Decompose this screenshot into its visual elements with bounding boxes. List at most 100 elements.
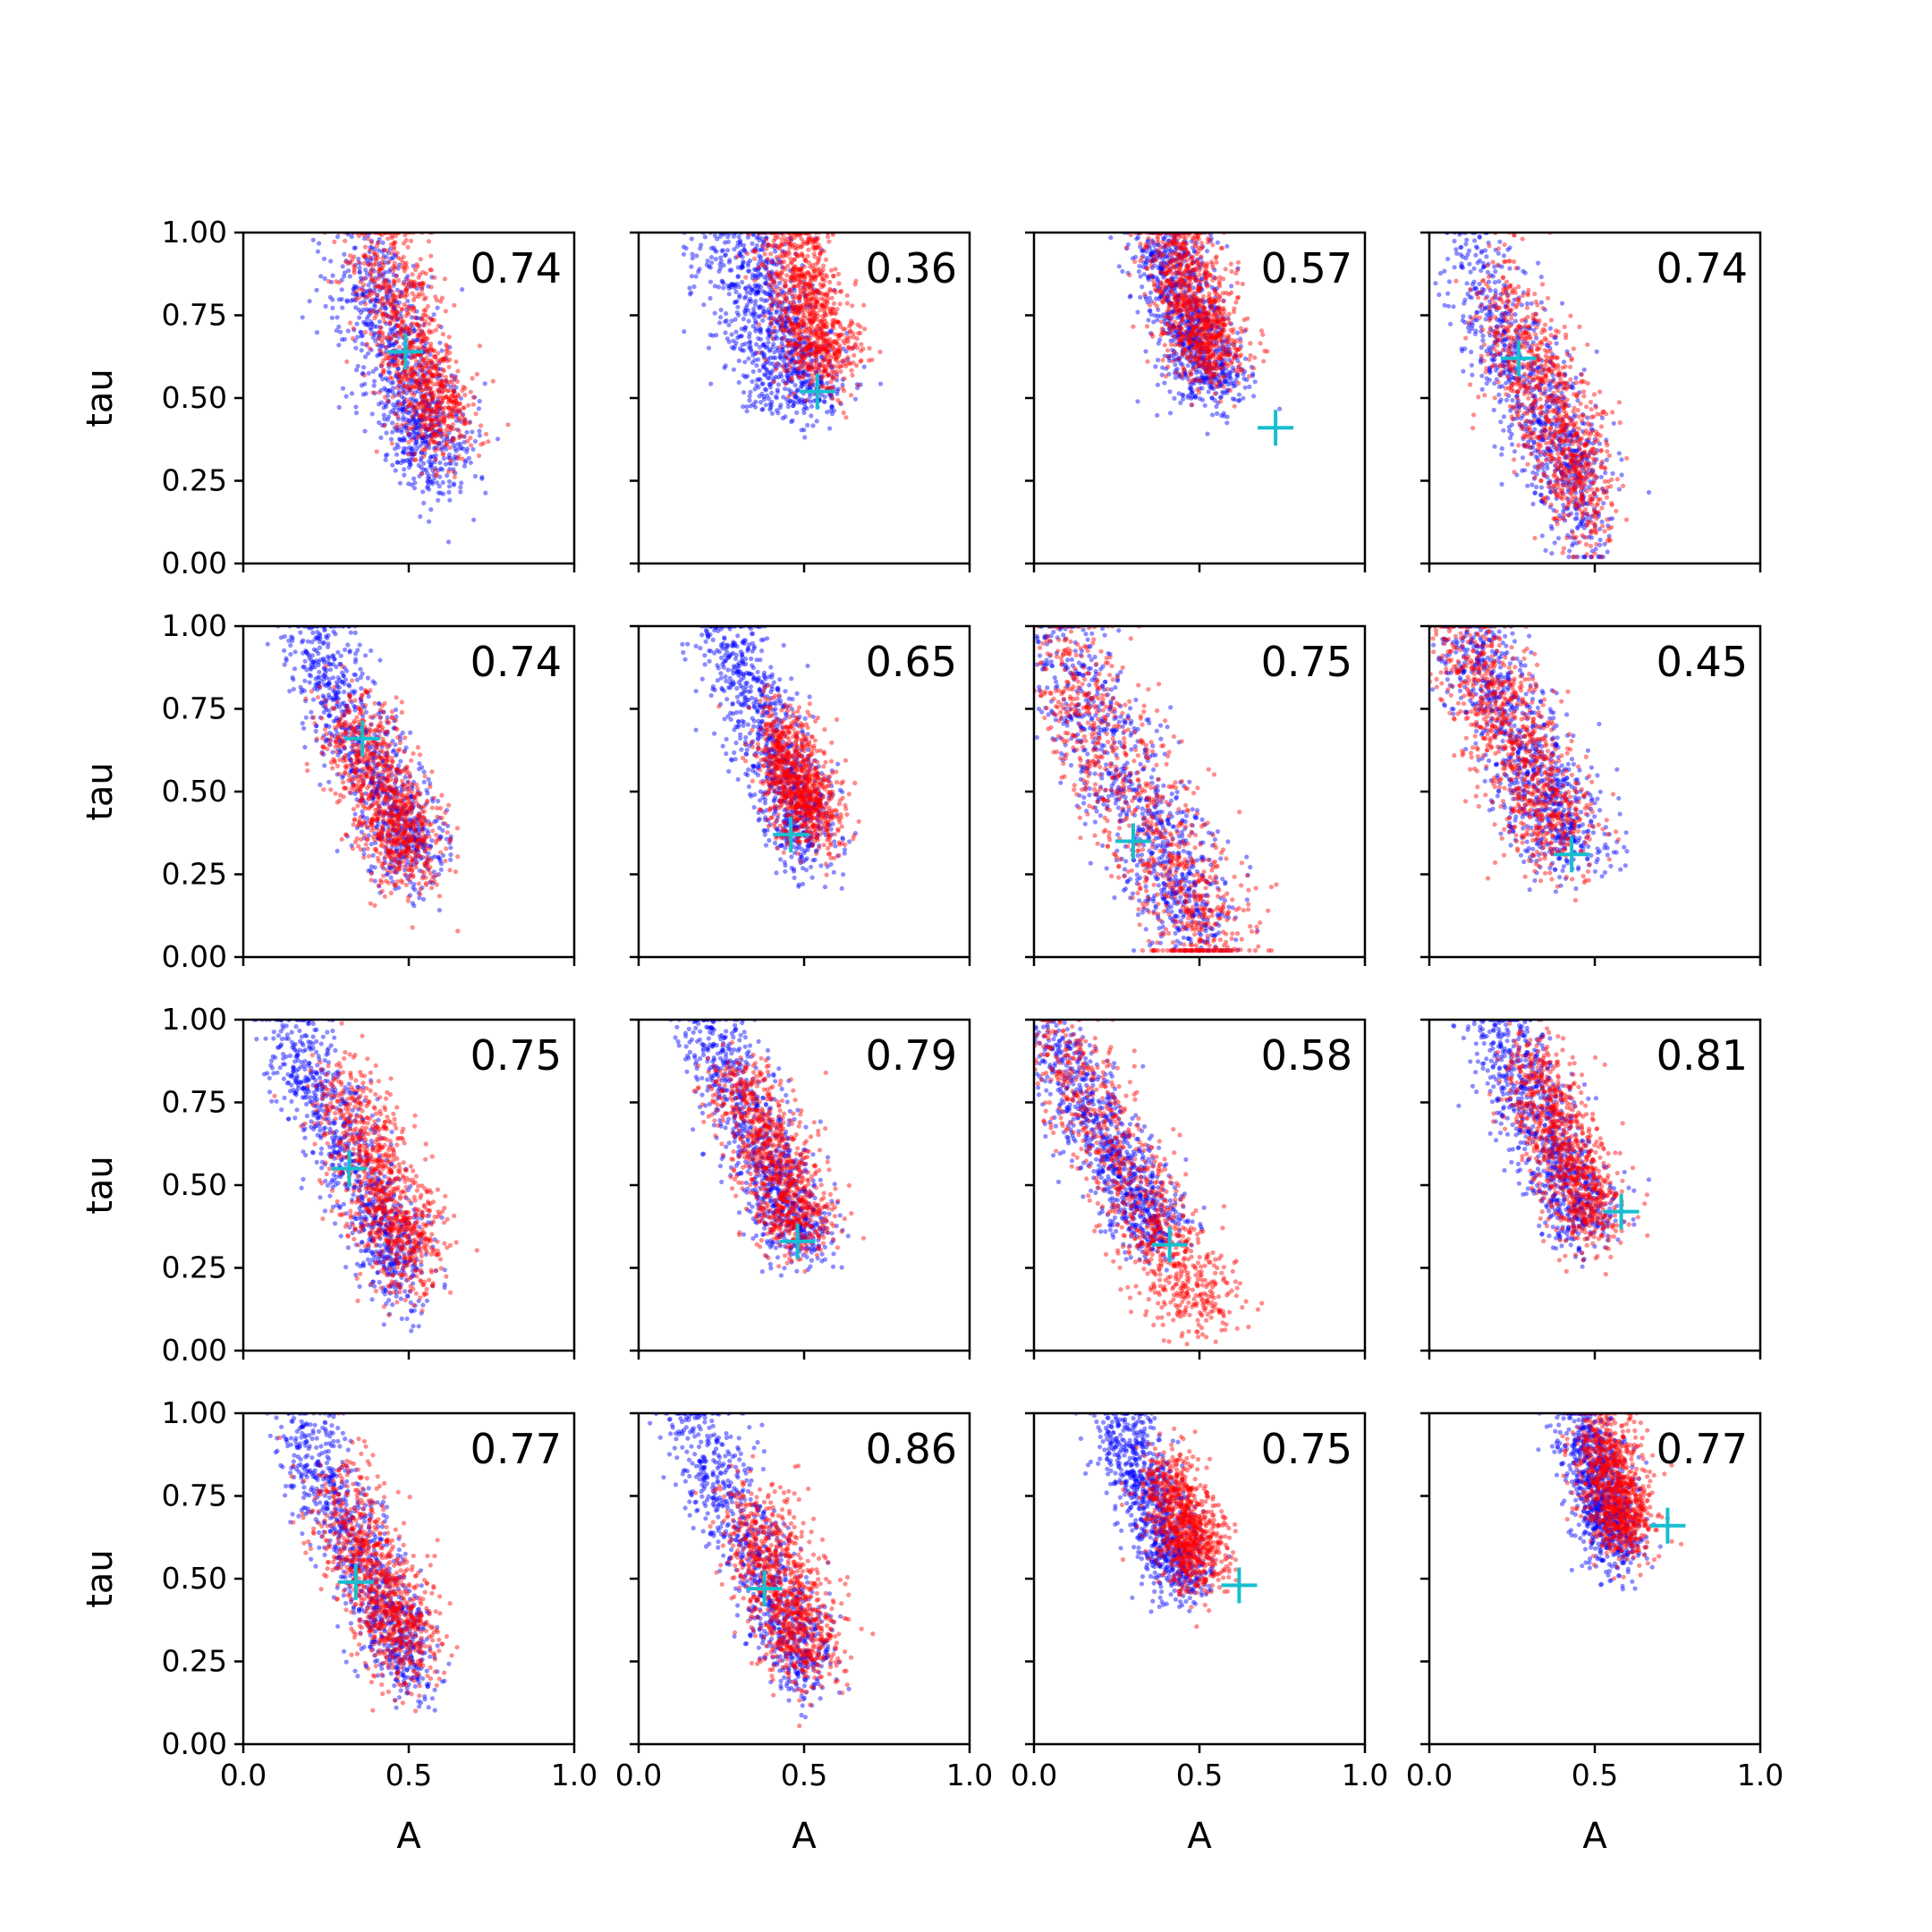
scatter-point <box>426 407 431 412</box>
scatter-point <box>738 240 743 245</box>
scatter-point <box>397 290 402 295</box>
scatter-point <box>785 263 791 268</box>
scatter-point <box>389 441 394 446</box>
scatter-point <box>789 291 794 296</box>
scatter-point <box>1168 248 1174 253</box>
scatter-point <box>1146 277 1151 283</box>
scatter-point <box>1198 285 1203 291</box>
scatter-point <box>797 299 802 304</box>
scatter-point <box>801 273 807 278</box>
scatter-point <box>436 402 441 409</box>
scatter-point <box>456 416 462 421</box>
scatter-point <box>1189 341 1194 346</box>
scatter-point <box>810 308 817 313</box>
scatter-point <box>751 315 757 320</box>
scatter-point <box>806 367 811 373</box>
scatter-point <box>380 271 386 276</box>
scatter-point <box>417 323 422 328</box>
scatter-point <box>1156 357 1161 363</box>
scatter-point <box>796 273 801 278</box>
scatter-point <box>814 332 819 337</box>
scatter-point <box>352 290 358 295</box>
scatter-point <box>823 340 829 345</box>
scatter-point <box>1233 352 1239 358</box>
scatter-point <box>791 284 796 289</box>
scatter-point <box>352 284 358 290</box>
scatter-point <box>1209 366 1215 371</box>
scatter-point <box>428 391 434 396</box>
scatter-point <box>418 443 423 448</box>
scatter-point <box>809 347 815 352</box>
scatter-point <box>785 400 791 406</box>
scatter-point <box>403 237 409 243</box>
scatter-point <box>1169 316 1174 321</box>
scatter-point <box>421 308 427 313</box>
scatter-point <box>415 445 420 451</box>
scatter-point <box>449 405 454 411</box>
scatter-point <box>1220 369 1225 375</box>
scatter-point <box>392 363 398 369</box>
scatter-point <box>816 368 821 373</box>
scatter-point <box>425 371 430 377</box>
scatter-point <box>433 366 438 371</box>
scatter-point <box>1192 360 1198 365</box>
scatter-point <box>831 408 837 413</box>
scatter-point <box>809 341 814 346</box>
scatter-point <box>792 257 797 262</box>
scatter-point <box>408 368 413 373</box>
scatter-point <box>1162 288 1167 293</box>
scatter-point <box>1164 366 1169 371</box>
scatter-point <box>688 292 693 297</box>
scatter-point <box>414 384 419 389</box>
scatter-point <box>790 276 796 282</box>
scatter-point <box>809 304 814 309</box>
scatter-point <box>1154 296 1159 301</box>
scatter-point <box>435 432 440 437</box>
scatter-point <box>812 313 818 318</box>
scatter-point <box>446 395 452 402</box>
scatter-point <box>1216 379 1222 385</box>
scatter-point <box>792 306 798 311</box>
scatter-point <box>755 268 761 274</box>
scatter-point <box>837 301 843 307</box>
scatter-point <box>405 403 411 409</box>
scatter-point <box>835 347 841 352</box>
scatter-point <box>428 455 433 461</box>
scatter-point <box>399 429 404 435</box>
scatter-point <box>389 233 394 239</box>
scatter-point <box>796 373 802 378</box>
scatter-point <box>395 324 401 329</box>
scatter-point <box>360 253 367 258</box>
scatter-point <box>1205 326 1210 332</box>
scatter-point <box>795 388 801 394</box>
scatter-point <box>1204 316 1209 322</box>
scatter-point <box>824 325 830 330</box>
scatter-point <box>391 299 396 304</box>
scatter-point <box>1164 297 1169 302</box>
scatter-point <box>750 233 757 238</box>
scatter-point <box>825 349 830 354</box>
scatter-point <box>453 462 459 467</box>
scatter-point <box>452 302 457 308</box>
scatter-point <box>820 363 826 369</box>
scatter-point <box>1219 358 1224 363</box>
scatter-point <box>377 334 383 339</box>
scatter-point <box>1189 239 1194 244</box>
scatter-point <box>424 470 430 476</box>
scatter-point <box>1219 343 1225 349</box>
scatter-point <box>760 311 766 318</box>
scatter-point <box>818 308 823 313</box>
scatter-point <box>421 373 427 378</box>
scatter-point <box>398 385 403 390</box>
scatter-point <box>458 395 463 401</box>
scatter-point <box>819 269 825 275</box>
scatter-point <box>421 424 427 429</box>
scatter-point <box>848 346 853 352</box>
scatter-point <box>1216 377 1222 383</box>
scatter-point <box>1189 316 1194 321</box>
scatter-point <box>821 368 826 373</box>
scatter-point <box>408 325 413 330</box>
scatter-point <box>1172 283 1177 288</box>
scatter-point <box>1161 250 1166 256</box>
scatter-point <box>412 353 418 360</box>
